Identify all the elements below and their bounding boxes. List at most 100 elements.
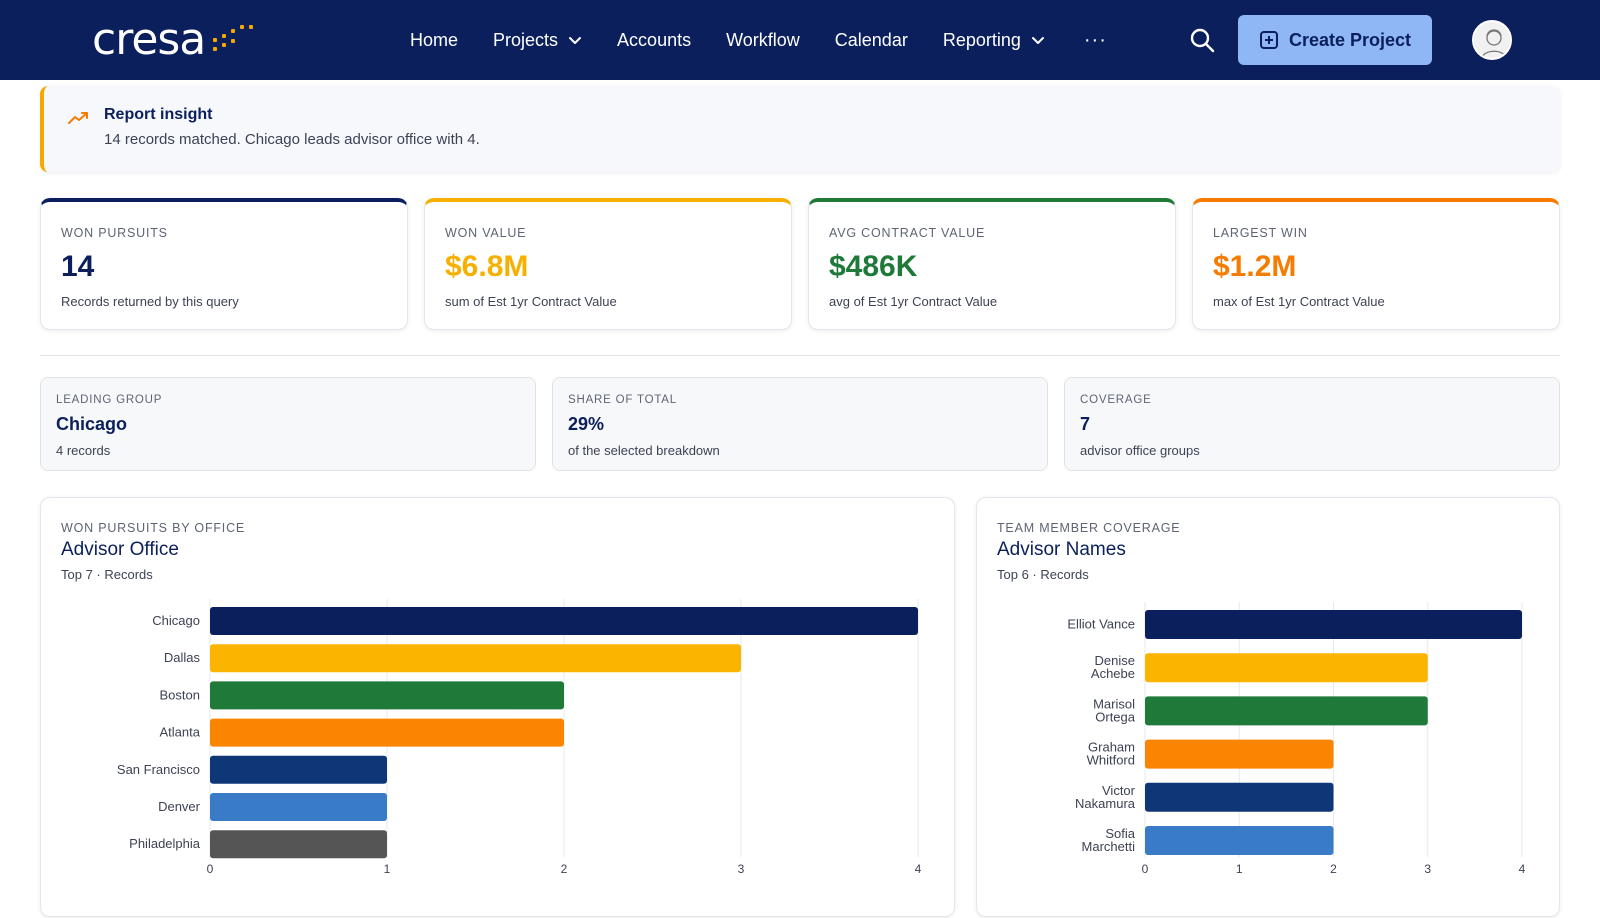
user-portrait xyxy=(1481,29,1507,58)
category-label: San Francisco xyxy=(117,762,200,777)
summary-value: 29% xyxy=(568,414,605,434)
bar[interactable] xyxy=(1145,782,1334,812)
kpi-sub: avg of Est 1yr Contract Value xyxy=(829,294,998,309)
cresa-logo[interactable]: cresa xyxy=(92,13,255,65)
nav-workflow-label: Workflow xyxy=(726,29,800,50)
create-project-label: Create Project xyxy=(1288,29,1412,50)
category-label: Boston xyxy=(160,687,200,702)
kpi-label: Won Pursuits xyxy=(61,226,168,240)
bar[interactable] xyxy=(210,830,387,859)
advisor-office-bar-chart: 0 1 2 3 4 Chicago Dallas Boston Atlanta San Franc… xyxy=(117,599,922,876)
category-label: Chicago xyxy=(152,613,200,628)
kpi-sub: max of Est 1yr Contract Value xyxy=(1213,294,1385,309)
nav-accounts-label: Accounts xyxy=(617,29,692,50)
bar[interactable] xyxy=(210,644,741,673)
kpi-won-pursuits: Won Pursuits 14 Records returned by this… xyxy=(40,198,408,330)
category-label: Denver xyxy=(158,799,201,814)
category-label: Graham Whitford xyxy=(1087,740,1135,768)
bar[interactable] xyxy=(1145,610,1522,639)
chart-card-advisor-office: Won Pursuits by Office Advisor Office To… xyxy=(40,497,955,917)
top-navigation-bar: cresa Home Projects Accounts Workflow Ca… xyxy=(0,0,1600,80)
category-label: Atlanta xyxy=(160,725,201,740)
bar[interactable] xyxy=(1145,653,1428,683)
x-tick-label: 2 xyxy=(1330,862,1337,876)
create-project-button[interactable]: Create Project xyxy=(1238,15,1432,65)
category-label: Sofia Marchetti xyxy=(1082,826,1136,854)
category-label: Philadelphia xyxy=(129,836,201,851)
kpi-largest-win: Largest Win $1.2M max of Est 1yr Contrac… xyxy=(1192,198,1560,330)
nav-projects[interactable]: Projects xyxy=(493,30,582,51)
insight-text: 14 records matched. Chicago leads adviso… xyxy=(104,131,480,148)
chevron-down-icon xyxy=(569,37,582,44)
summary-label: Share of Total xyxy=(568,394,677,406)
report-insight-banner: Report insight 14 records matched. Chica… xyxy=(40,86,1560,172)
category-label: Dallas xyxy=(164,650,201,665)
kpi-label: Won Value xyxy=(445,226,527,240)
bar[interactable] xyxy=(210,607,918,635)
chart-kicker: Team Member Coverage xyxy=(997,521,1181,535)
bar[interactable] xyxy=(210,681,564,710)
summary-value: Chicago xyxy=(56,414,128,434)
trending-up-icon xyxy=(68,112,88,124)
summary-sub: advisor office groups xyxy=(1080,443,1200,458)
nav-calendar-label: Calendar xyxy=(834,29,908,50)
summary-leading-group: Leading Group Chicago 4 records xyxy=(40,377,536,471)
bar[interactable] xyxy=(210,793,387,821)
kpi-label: Avg Contract Value xyxy=(829,226,986,240)
logo-dots-icon xyxy=(211,22,255,56)
kpi-value: $1.2M xyxy=(1213,250,1297,283)
search-icon[interactable] xyxy=(1188,26,1216,54)
category-label: Elliot Vance xyxy=(1067,617,1135,632)
nav-reporting-label: Reporting xyxy=(942,29,1021,50)
bar[interactable] xyxy=(1145,696,1428,726)
kpi-sub: sum of Est 1yr Contract Value xyxy=(445,294,617,309)
user-avatar-icon[interactable] xyxy=(1472,20,1512,60)
logo-wordmark: cresa xyxy=(92,13,206,65)
nav-workflow[interactable]: Workflow xyxy=(726,30,800,51)
kpi-value: 14 xyxy=(61,250,95,283)
kpi-avg-contract-value: Avg Contract Value $486K avg of Est 1yr … xyxy=(808,198,1176,330)
kpi-won-value: Won Value $6.8M sum of Est 1yr Contract … xyxy=(424,198,792,330)
bar[interactable] xyxy=(210,718,564,747)
chart-subtitle: Top 7 · Records xyxy=(61,567,153,582)
kpi-label: Largest Win xyxy=(1213,226,1308,240)
more-menu-button[interactable]: ··· xyxy=(1083,28,1107,51)
bar[interactable] xyxy=(210,755,387,784)
x-tick-label: 2 xyxy=(561,862,568,876)
summary-share-of-total: Share of Total 29% of the selected break… xyxy=(552,377,1048,471)
x-tick-label: 3 xyxy=(1424,862,1431,876)
summary-label: Coverage xyxy=(1080,394,1152,406)
nav-calendar[interactable]: Calendar xyxy=(835,30,908,51)
nav-home-label: Home xyxy=(410,29,459,50)
chart-card-advisor-names: Team Member Coverage Advisor Names Top 6… xyxy=(976,497,1560,917)
nav-home[interactable]: Home xyxy=(410,30,458,51)
x-tick-label: 0 xyxy=(1142,862,1149,876)
x-tick-label: 0 xyxy=(207,862,214,876)
bar[interactable] xyxy=(1145,826,1334,855)
chart-title: Advisor Office xyxy=(61,539,179,560)
summary-label: Leading Group xyxy=(56,394,163,406)
chart-title: Advisor Names xyxy=(997,539,1126,560)
main-nav: Home Projects Accounts Workflow Calendar… xyxy=(410,0,1107,80)
summary-sub: 4 records xyxy=(56,443,111,458)
advisor-names-bar-chart: 0 1 2 3 4 Elliot Vance Denise Achebe Marisol Orte… xyxy=(1067,602,1526,876)
chart-subtitle: Top 6 · Records xyxy=(997,567,1089,582)
summary-value: 7 xyxy=(1080,414,1091,434)
x-tick-label: 1 xyxy=(1236,862,1243,876)
category-label: Marisol Ortega xyxy=(1093,696,1136,724)
x-tick-label: 4 xyxy=(915,862,922,876)
x-tick-label: 4 xyxy=(1519,862,1526,876)
summary-coverage: Coverage 7 advisor office groups xyxy=(1064,377,1560,471)
section-divider xyxy=(40,355,1560,356)
kpi-sub: Records returned by this query xyxy=(61,294,239,309)
insight-title: Report insight xyxy=(104,106,213,123)
kpi-value: $6.8M xyxy=(445,250,529,283)
nav-projects-label: Projects xyxy=(493,29,559,50)
chevron-down-icon xyxy=(1031,37,1044,44)
nav-reporting[interactable]: Reporting xyxy=(943,30,1045,51)
kpi-value: $486K xyxy=(829,250,918,283)
nav-accounts[interactable]: Accounts xyxy=(617,30,691,51)
plus-square-icon xyxy=(1259,31,1278,49)
x-tick-label: 1 xyxy=(384,862,391,876)
bar[interactable] xyxy=(1145,739,1334,769)
